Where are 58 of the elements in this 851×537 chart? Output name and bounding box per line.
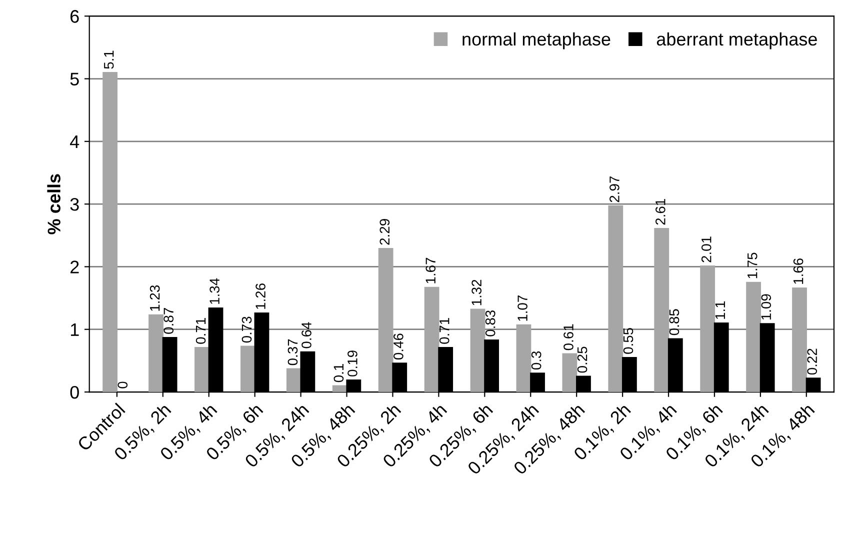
data-label: 5.1 — [104, 50, 114, 69]
bar — [424, 286, 440, 392]
y-tick-label: 3 — [70, 198, 79, 211]
data-label: 0.85 — [669, 309, 680, 336]
bar — [240, 346, 256, 392]
data-label: 0.87 — [164, 308, 174, 334]
bar — [470, 308, 486, 392]
legend-label: normal metaphase — [462, 32, 610, 50]
y-tick-label: 6 — [70, 10, 79, 23]
data-label: 0.37 — [288, 339, 298, 366]
bar — [654, 228, 670, 392]
y-tick-label: 4 — [70, 136, 80, 148]
data-label: 0.25 — [577, 346, 588, 373]
bar — [194, 346, 210, 392]
data-label: 0.55 — [623, 328, 634, 354]
data-label: 1.23 — [150, 285, 160, 311]
data-label: 1.75 — [748, 252, 758, 278]
data-label: 0.64 — [302, 322, 312, 348]
data-label: 0 — [118, 382, 128, 388]
data-label: 0.61 — [564, 324, 574, 350]
data-label: 0.1 — [334, 364, 344, 382]
data-label: 1.67 — [426, 258, 436, 284]
data-label: 0.3 — [531, 351, 542, 370]
bar — [286, 368, 302, 392]
bar — [746, 282, 761, 392]
y-tick-label: 0 — [70, 386, 79, 399]
data-label: 0.83 — [485, 310, 496, 336]
y-tick-label: 5 — [70, 72, 79, 86]
bar — [562, 353, 578, 392]
data-label: 1.66 — [793, 258, 804, 284]
bar — [102, 72, 118, 392]
data-label: 1.07 — [518, 296, 528, 321]
data-label: 0.71 — [439, 318, 450, 344]
bar — [516, 324, 532, 392]
legend-label: aberrant metaphase — [656, 32, 817, 50]
y-axis-title: % cells — [47, 174, 60, 234]
bar — [148, 314, 164, 392]
bar — [608, 205, 624, 392]
data-label: 1.32 — [472, 280, 482, 306]
bar — [700, 266, 716, 392]
bar — [378, 248, 394, 392]
data-label: 1.09 — [761, 294, 772, 320]
data-label: 1.26 — [256, 284, 266, 309]
data-label: 2.29 — [380, 219, 390, 245]
bar — [792, 287, 807, 392]
data-label: 1.1 — [715, 301, 725, 319]
data-label: 0.71 — [196, 318, 206, 344]
bar — [332, 385, 348, 392]
data-label: 0.22 — [807, 348, 818, 375]
data-label: 2.01 — [701, 236, 712, 262]
data-label: 0.46 — [394, 334, 404, 360]
data-label: 0.73 — [242, 316, 252, 343]
y-tick-label: 1 — [70, 323, 79, 336]
data-label: 2.97 — [610, 176, 620, 202]
data-label: 1.34 — [210, 278, 220, 304]
y-tick-label: 2 — [70, 260, 79, 274]
data-label: 2.61 — [656, 199, 666, 225]
data-label: 0.19 — [348, 350, 358, 376]
